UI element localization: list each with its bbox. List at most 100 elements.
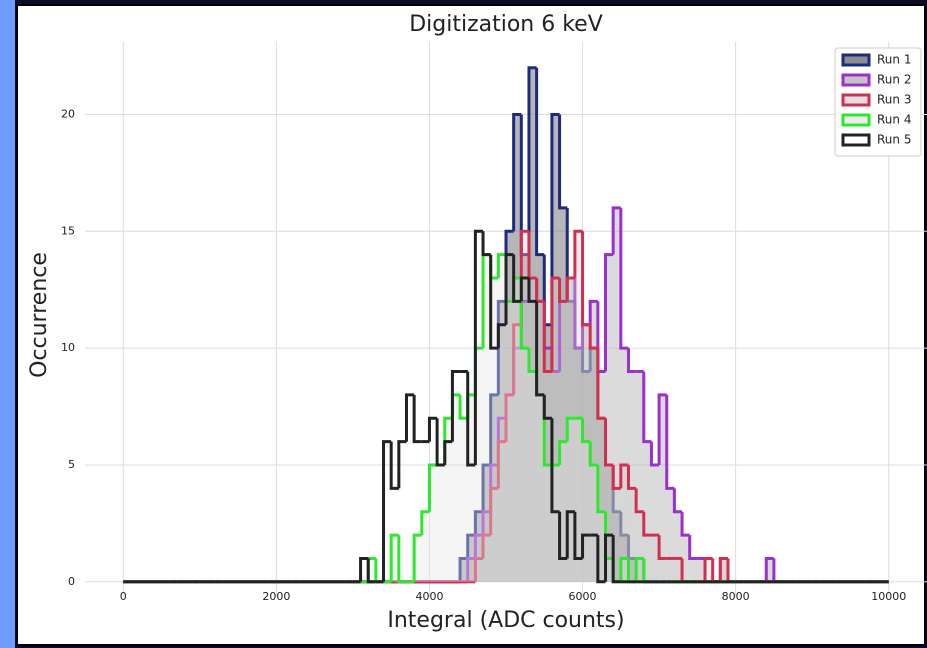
histogram-bar-fill [483,464,491,582]
histogram-bar-outline [473,533,484,559]
histogram-bar-fill [544,371,552,582]
histogram-bar-fill [597,371,606,582]
histogram-bar-fill [513,348,522,582]
histogram-bar-fill [643,535,652,582]
histogram-bar-fill [720,558,728,582]
histogram-bar-fill [674,558,683,582]
legend-swatch [841,93,871,107]
histogram-bar-outline [542,394,552,420]
histogram-bar-outline [703,556,713,582]
histogram-bar-fill [613,511,621,582]
legend-label: Run 4 [877,113,911,127]
histogram-bar-outline [519,276,529,302]
histogram-bar-fill [590,464,598,582]
y-tick-label: 15 [61,224,75,237]
histogram-bar-fill [506,231,514,582]
plot-marks [123,66,889,584]
x-tick-label: 4000 [415,590,443,603]
histogram-bar-fill [636,558,644,582]
histogram-bar-fill [605,254,614,582]
x-tick-label: 6000 [569,590,597,603]
histogram-bar-outline [672,488,683,514]
histogram-bar-fill [597,418,606,582]
histogram-bar-fill [490,278,499,582]
histogram-bar-outline [489,393,499,465]
histogram-bar-fill [574,418,583,582]
histogram-bar-outline [581,231,591,327]
x-tick-label: 0 [120,590,127,603]
histogram-bar-fill [720,558,728,582]
histogram-bar-fill [605,558,614,582]
histogram-bar-outline [558,440,568,465]
histogram-bar-fill [574,231,583,582]
x-axis-label: Integral (ADC counts) [387,608,624,633]
histogram-bar-fill [483,254,491,582]
histogram-bar-outline [527,348,537,373]
grid: 0 2000 4000 6000 8000 10000 0 5 10 15 20 [61,42,927,603]
histogram-bar-outline [542,301,552,373]
histogram-bar-fill [689,558,698,582]
histogram-bar-fill [705,558,713,582]
histogram-bar-outline [443,440,453,465]
legend-swatch [841,73,871,87]
histogram-bar-outline [581,533,591,559]
histogram-bar-fill [551,464,560,582]
histogram-bar-outline [680,511,690,537]
histogram-bar-fill [567,278,575,582]
histogram-bar-fill [559,207,568,582]
histogram-bar-fill [536,254,545,582]
histogram-bar-outline [688,535,698,560]
histogram-bar-fill [521,254,529,582]
histogram-bar-outline [527,231,537,280]
histogram-bar-fill [567,278,575,582]
histogram-bar-fill [620,464,629,582]
histogram-bar-outline [504,253,514,325]
histogram-bar-fill [490,464,499,582]
histogram-series [123,229,889,584]
histogram-bar-outline [558,278,568,303]
legend-label: Run 1 [877,53,911,67]
histogram-bar-outline [496,323,506,349]
chart-title: Digitization 6 keV [409,12,603,37]
histogram-bar-fill [536,301,545,582]
histogram-bar-fill [620,558,629,582]
histogram-bar-outline [420,510,430,536]
histogram-bar-fill [528,371,537,582]
histogram-bar-outline [504,393,514,442]
histogram-bar-outline [642,511,652,537]
histogram-bar-outline [604,253,614,372]
histogram-bar-fill [574,348,583,582]
histogram-bar-fill [574,348,583,582]
histogram-bar-fill [452,394,461,582]
x-tick-label: 2000 [262,590,290,603]
histogram-bar-fill [551,278,560,582]
histogram-bar-outline [404,393,415,442]
histogram-bar-fill [544,464,552,582]
histogram-bar-fill [513,278,522,582]
histogram-bar-fill [643,441,652,582]
histogram-bar-outline [481,533,491,559]
histogram-bar-outline [473,229,484,465]
histogram-bar-outline [489,486,499,536]
histogram-bar-outline [611,206,621,255]
histogram-bar-outline [649,441,660,467]
y-tick-label: 10 [61,341,75,354]
histogram-bar-outline [389,533,399,582]
histogram-bar-outline [634,556,644,582]
histogram-bar-fill [582,441,591,582]
histogram-bar-fill [528,67,537,582]
histogram-bar-outline [588,299,598,325]
legend: Run 1 Run 2 Run 3 Run 4 Run 5 [834,47,922,157]
histogram-bar-fill [498,254,506,582]
histogram-bar-outline [565,276,575,302]
histogram-bar-fill [551,114,560,582]
histogram-bar-outline [466,556,476,582]
histogram-bar-outline [466,371,476,467]
histogram-bar-fill [605,464,614,582]
histogram-bar-fill [651,464,660,582]
histogram-bar-fill [567,418,575,582]
histogram-bar-fill [483,535,491,582]
histogram-bar-fill [521,231,529,582]
